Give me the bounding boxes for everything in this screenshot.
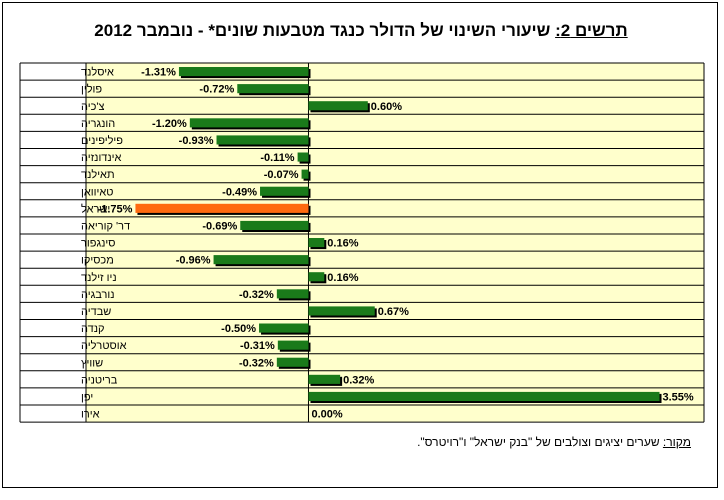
bar (308, 391, 660, 401)
bar (135, 203, 309, 213)
bar (260, 186, 309, 196)
category-label: אוסטרליה (81, 339, 127, 352)
category-label: איסלנד (81, 66, 114, 79)
row-background (86, 285, 704, 303)
bar (308, 306, 375, 316)
value-label: 0.00% (311, 409, 342, 421)
row-background (86, 80, 704, 98)
value-label: -0.32% (239, 289, 274, 301)
chart-title: תרשים 2: שיעורי השינוי של הדולר כנגד מטב… (3, 21, 719, 41)
bar (259, 323, 309, 333)
bar (240, 220, 309, 230)
row-background (86, 216, 704, 234)
value-label: -0.96% (176, 255, 211, 267)
row-background (86, 63, 704, 81)
category-label: ישראל (81, 202, 110, 215)
row-background (86, 370, 704, 388)
bar (308, 238, 325, 248)
category-label: שוויץ (81, 357, 103, 369)
category-label: שבדיה (81, 306, 111, 318)
category-label: פיליפינים (81, 134, 123, 147)
row-background (86, 319, 704, 337)
bar (308, 374, 341, 384)
row-background (86, 97, 704, 115)
value-label: -1.75% (98, 203, 133, 215)
source-note: מקור: שערים יציגים וצולבים של "בנק ישראל… (417, 435, 691, 449)
value-label: -0.11% (260, 152, 294, 164)
bar (277, 340, 309, 350)
category-label: יפן (81, 392, 93, 404)
row-background (86, 336, 704, 354)
bar (213, 255, 309, 265)
row-background (86, 268, 704, 286)
value-label: -0.72% (199, 84, 234, 96)
row-background (86, 405, 704, 423)
source-text: שערים יציגים וצולבים של "בנק ישראל" ו"רו… (417, 435, 663, 449)
source-label: מקור: (662, 435, 691, 449)
chart-title-text: שיעורי השינוי של הדולר כנגד מטבעות שונים… (94, 21, 556, 40)
category-label: קנדה (81, 323, 105, 335)
category-label: סינגפור (81, 238, 115, 250)
bar (276, 289, 309, 299)
row-background (86, 165, 704, 183)
value-label: -0.93% (179, 135, 214, 147)
bar (301, 169, 309, 179)
value-label: -0.31% (240, 340, 275, 352)
category-label: מכסיקו (81, 255, 114, 267)
value-label: -0.32% (239, 357, 274, 369)
value-label: -1.31% (141, 67, 176, 79)
category-label: דר' קוריאה (81, 221, 130, 233)
bar (178, 67, 309, 77)
chart-title-label: תרשים 2: (555, 21, 628, 40)
category-label: צ'כיה (81, 101, 104, 113)
value-label: -0.07% (264, 169, 299, 181)
bar (297, 152, 309, 162)
value-label: 0.67% (378, 306, 409, 318)
row-background (86, 182, 704, 200)
row-background (86, 234, 704, 252)
category-label: טאיוואן (81, 186, 113, 198)
bar (308, 101, 368, 111)
bar (216, 135, 309, 145)
category-label: ניו זילנד (81, 271, 117, 284)
row-background (86, 353, 704, 371)
chart-bars (135, 67, 662, 403)
value-label: 0.32% (343, 374, 374, 386)
chart-labels: איסלנד -1.31% פולין -0.72% צ'כיה 0.60% הונגריה… (81, 66, 694, 421)
category-label: הונגריה (81, 118, 115, 130)
value-label: 0.16% (327, 238, 358, 250)
row-background (86, 302, 704, 320)
category-label: תאילנד (81, 168, 115, 181)
category-label: פולין (81, 83, 102, 96)
value-label: 3.55% (663, 392, 694, 404)
bar (308, 272, 325, 282)
category-label: נורבגיה (81, 289, 115, 301)
value-label: -0.50% (221, 323, 256, 335)
chart-rows (19, 62, 705, 423)
value-label: -0.69% (202, 221, 237, 233)
category-label: אירו (81, 409, 100, 421)
value-label: -1.20% (152, 118, 187, 130)
category-label: בריטניה (81, 374, 118, 386)
bar (237, 84, 309, 94)
value-label: 0.16% (327, 272, 358, 284)
value-label: -0.49% (222, 186, 257, 198)
category-label: אינדונזיה (81, 152, 122, 164)
bar (189, 118, 309, 128)
value-label: 0.60% (371, 101, 402, 113)
row-background (86, 148, 704, 166)
bar (276, 357, 309, 367)
